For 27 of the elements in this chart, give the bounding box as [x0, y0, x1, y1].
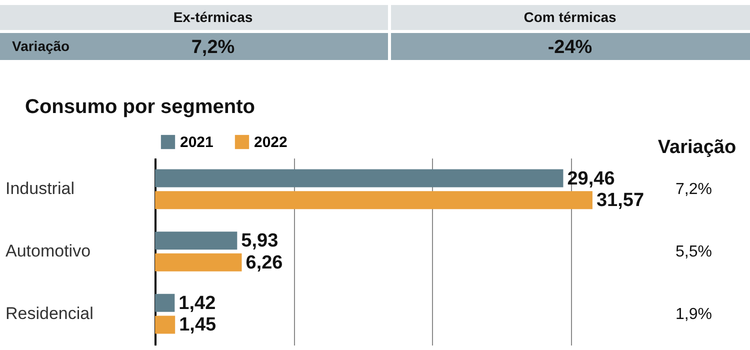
- text: 5,5%: [676, 244, 712, 260]
- text: 7,2%: [676, 181, 712, 198]
- data-label: 31,57: [596, 190, 644, 212]
- text: Ex-térmicas: [173, 9, 253, 25]
- bar: [155, 232, 238, 250]
- data-label: 1,45: [179, 314, 217, 336]
- y-tick-label: Automotivo: [6, 242, 91, 260]
- chart-title: Consumo por segmento: [25, 96, 256, 118]
- bar: [155, 294, 175, 312]
- legend-label: 2021: [180, 134, 214, 151]
- legend-label: 2022: [254, 134, 288, 151]
- y-tick-label: Industrial: [6, 179, 74, 198]
- text: -24%: [548, 37, 592, 58]
- data-label: 1,42: [178, 292, 216, 314]
- text: Variação: [658, 137, 736, 158]
- bar: [155, 191, 592, 210]
- data-label: 29,46: [567, 168, 615, 190]
- y-tick-label: Residencial: [6, 304, 94, 323]
- bar: [155, 316, 176, 334]
- text: Variação: [12, 38, 70, 54]
- bar: [155, 169, 564, 188]
- data-label: 6,26: [246, 252, 283, 274]
- data-label: 5,93: [241, 230, 278, 252]
- text: Com térmicas: [524, 9, 617, 25]
- bar: [155, 253, 242, 272]
- text: 1,9%: [676, 306, 712, 323]
- text: 7,2%: [191, 37, 235, 58]
